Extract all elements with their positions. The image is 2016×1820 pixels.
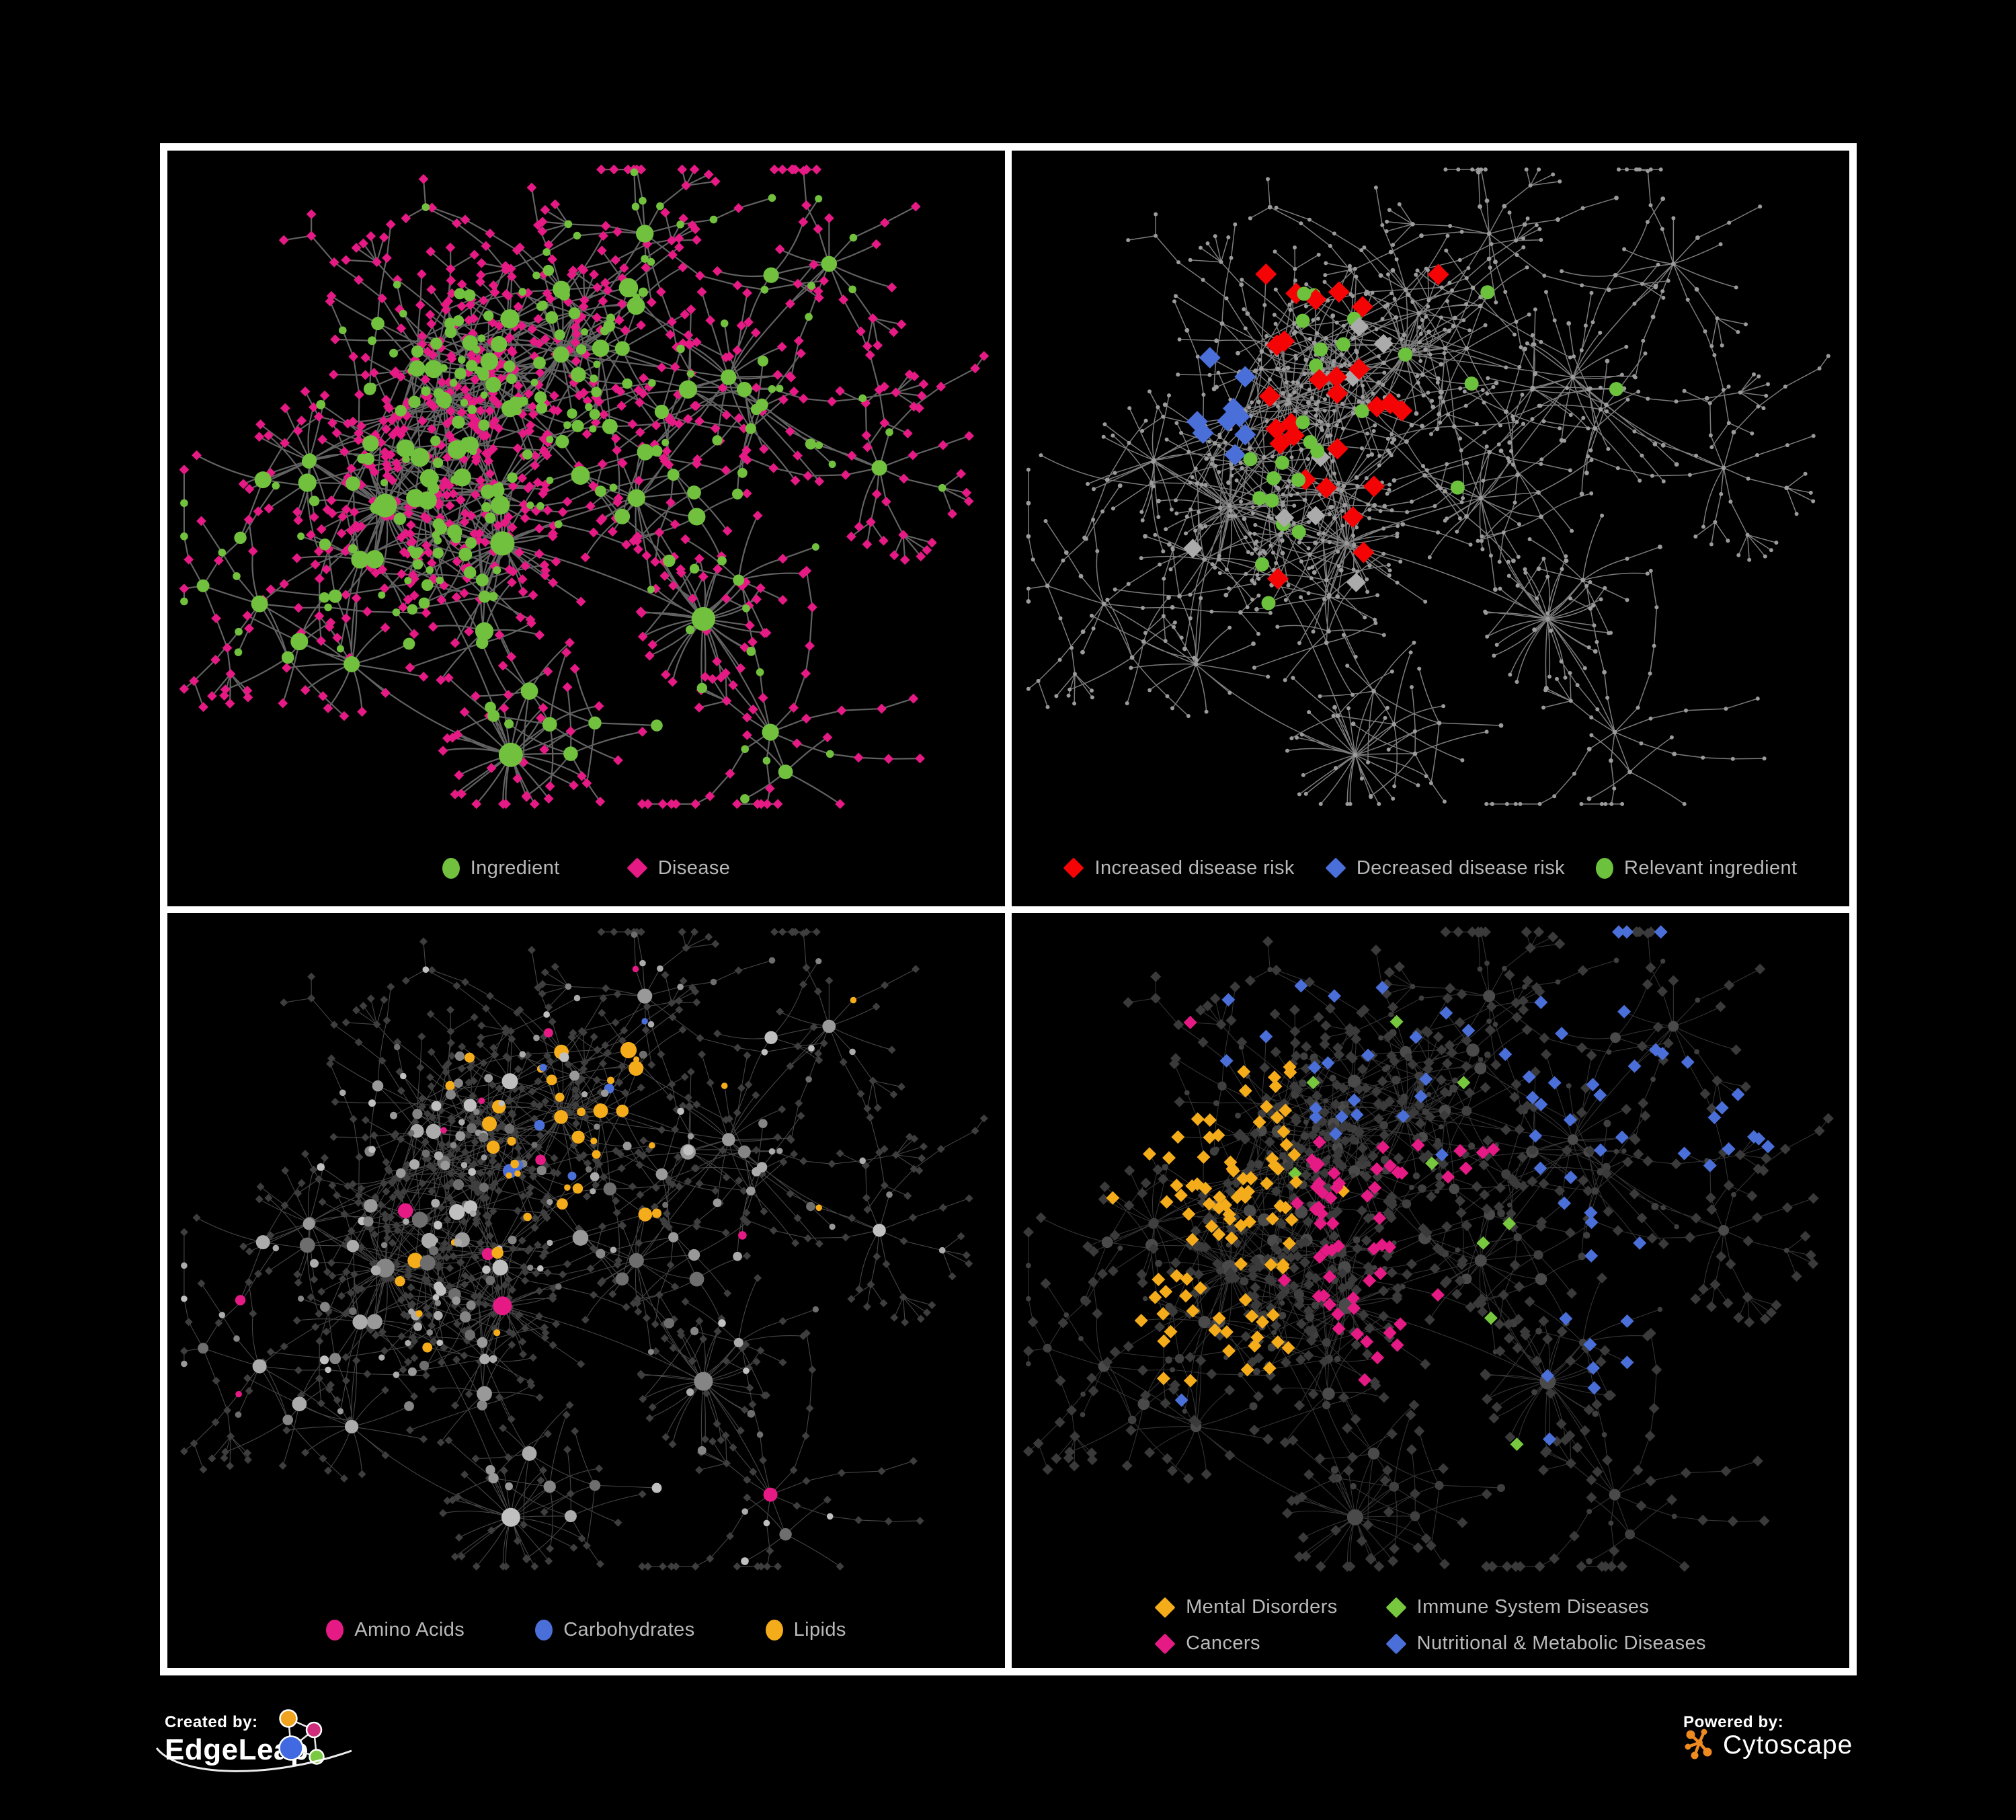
circle-marker — [1596, 857, 1614, 879]
diamond-marker — [1063, 857, 1085, 879]
legend-1: Ingredient Disease — [167, 857, 1005, 879]
edgeleap-logo-icon — [278, 1709, 325, 1765]
legend-label: Nutritional & Metabolic Diseases — [1416, 1632, 1706, 1654]
legend-item-increased-disease-risk: Increased disease risk — [1063, 857, 1294, 879]
legend-label: Immune System Diseases — [1416, 1596, 1650, 1618]
legend-2: Increased disease risk Decreased disease … — [1012, 857, 1849, 879]
legend-4: Mental Disorders Immune System Diseases Ca… — [1012, 1596, 1849, 1655]
circle-marker — [535, 1620, 553, 1640]
legend-label: Increased disease risk — [1094, 857, 1295, 879]
legend-label: Carbohydrates — [563, 1619, 695, 1640]
figure-grid: Ingredient Disease Increased disease risk… — [160, 143, 1857, 1675]
legend-label: Amino Acids — [354, 1619, 465, 1640]
legend-item-relevant-ingredient: Relevant ingredient — [1596, 857, 1797, 879]
panel-disease-risk: Increased disease risk Decreased disease … — [1012, 151, 1849, 906]
panel-ingredient-disease: Ingredient Disease — [167, 151, 1005, 906]
powered-by-block: Powered by: Cytoscape — [1683, 1708, 1966, 1795]
legend-label: Ingredient — [470, 857, 560, 879]
edgeleap-swoosh — [155, 1747, 352, 1772]
legend-item-amino-acids: Amino Acids — [326, 1619, 465, 1641]
diamond-marker — [1385, 1632, 1407, 1655]
legend-item-lipids: Lipids — [765, 1619, 846, 1641]
legend-item-ingredient: Ingredient — [442, 857, 560, 879]
legend-label: Decreased disease risk — [1356, 857, 1566, 879]
legend-label: Disease — [657, 857, 731, 879]
legend-label: Cancers — [1186, 1632, 1260, 1654]
circle-marker — [765, 1620, 783, 1640]
network-canvas-4 — [1022, 924, 1834, 1572]
legend-label: Relevant ingredient — [1624, 857, 1798, 879]
legend-3: Amino Acids Carbohydrates Lipids — [167, 1619, 1005, 1641]
created-by-block: Created by: EdgeLeap — [155, 1708, 407, 1802]
diamond-marker — [1154, 1632, 1176, 1655]
diamond-marker — [627, 857, 648, 879]
legend-item-decreased-disease-risk: Decreased disease risk — [1325, 857, 1566, 879]
diamond-marker — [1325, 857, 1346, 879]
network-canvas-1 — [179, 164, 990, 809]
network-canvas-2 — [1026, 167, 1830, 806]
legend-label: Mental Disorders — [1186, 1596, 1338, 1618]
legend-item-nutritional-metabolic-diseases: Nutritional & Metabolic Diseases — [1385, 1632, 1706, 1655]
cytoscape-logo-icon — [1685, 1729, 1712, 1759]
panel-disease-classes: Mental Disorders Immune System Diseases Ca… — [1012, 912, 1849, 1668]
legend-item-carbohydrates: Carbohydrates — [535, 1619, 694, 1641]
legend-item-mental-disorders: Mental Disorders — [1154, 1596, 1338, 1618]
diamond-marker — [1154, 1596, 1176, 1618]
circle-marker — [442, 857, 460, 879]
diamond-marker — [1385, 1596, 1407, 1618]
legend-item-cancers: Cancers — [1154, 1632, 1260, 1655]
legend-item-disease: Disease — [627, 857, 731, 879]
legend-label: Lipids — [793, 1619, 846, 1640]
network-canvas-3 — [179, 927, 988, 1571]
circle-marker — [326, 1620, 344, 1640]
created-by-label: Created by: — [165, 1713, 258, 1731]
powered-by-label: Powered by: — [1683, 1713, 1784, 1731]
cytoscape-wordmark: Cytoscape — [1723, 1731, 1853, 1759]
panel-ingredient-classes: Amino Acids Carbohydrates Lipids — [167, 912, 1005, 1668]
legend-item-immune-system-diseases: Immune System Diseases — [1385, 1596, 1650, 1618]
cytoscape-lockup: Cytoscape — [1683, 1727, 1853, 1764]
